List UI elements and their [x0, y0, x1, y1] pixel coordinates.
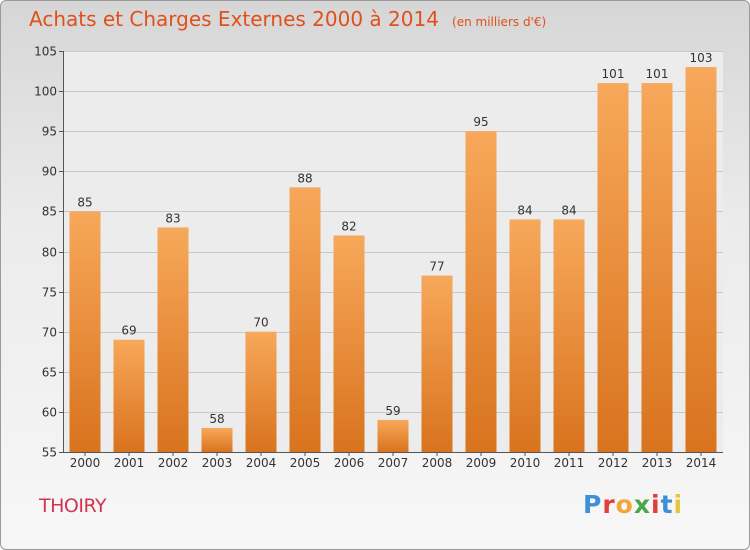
bar — [509, 219, 541, 452]
bar — [465, 131, 497, 452]
labels: 55 60 65 70 75 80 85 90 95 100 105 85 2000 69 2001 83 20… — [34, 45, 716, 471]
data-label: 59 — [385, 404, 400, 418]
logo-letter: r — [602, 490, 616, 519]
x-tick-label: 2006 — [334, 456, 365, 470]
bar — [289, 187, 321, 452]
y-tick-label: 90 — [42, 165, 57, 179]
data-label: 85 — [77, 195, 92, 209]
x-tick-label: 2013 — [642, 456, 673, 470]
chart-unit: (en milliers d'€) — [452, 15, 547, 29]
y-tick-label: 65 — [42, 366, 57, 380]
y-tick-label: 60 — [42, 406, 57, 420]
data-label: 70 — [253, 316, 268, 330]
bar — [553, 219, 585, 452]
x-tick-label: 2004 — [246, 456, 277, 470]
x-tick-label: 2000 — [70, 456, 101, 470]
logo-letter: t — [660, 490, 674, 519]
y-tick-label: 100 — [34, 85, 57, 99]
x-tick-label: 2012 — [598, 456, 629, 470]
x-tick-label: 2008 — [422, 456, 453, 470]
data-label: 69 — [121, 324, 136, 338]
data-label: 83 — [165, 211, 180, 225]
y-tick-label: 95 — [42, 125, 57, 139]
data-label: 101 — [602, 67, 625, 81]
data-label: 103 — [690, 51, 713, 65]
data-label: 95 — [473, 115, 488, 129]
data-label: 84 — [561, 203, 576, 217]
logo-letter: P — [583, 490, 603, 519]
bars — [69, 67, 717, 452]
bar — [113, 339, 145, 452]
data-label: 58 — [209, 412, 224, 426]
x-tick-label: 2001 — [114, 456, 145, 470]
x-tick-label: 2014 — [686, 456, 717, 470]
chart-title-text: Achats et Charges Externes 2000 à 2014 — [29, 7, 439, 31]
data-label: 84 — [517, 203, 532, 217]
chart-title: Achats et Charges Externes 2000 à 2014 (… — [29, 7, 546, 31]
y-tick-label: 75 — [42, 286, 57, 300]
place-name: THOIRY — [39, 495, 107, 517]
y-tick-label: 55 — [42, 446, 57, 460]
x-tick-label: 2003 — [202, 456, 233, 470]
y-tick-label: 80 — [42, 246, 57, 260]
data-label: 82 — [341, 219, 356, 233]
bar — [201, 427, 233, 452]
bar — [333, 235, 365, 452]
bar — [377, 419, 409, 452]
data-label: 101 — [646, 67, 669, 81]
y-tick-label: 85 — [42, 205, 57, 219]
y-tick-label: 105 — [34, 45, 57, 59]
bar — [641, 83, 673, 452]
logo-letter: i — [651, 490, 661, 519]
proxiti-logo: Proxiti — [583, 490, 683, 519]
bar — [421, 275, 453, 452]
bar — [69, 211, 101, 452]
y-tick-label: 70 — [42, 326, 57, 340]
bar — [245, 331, 277, 452]
data-label: 88 — [297, 171, 312, 185]
logo-letter: x — [633, 490, 651, 519]
logo-letter: o — [615, 490, 634, 519]
axes — [59, 51, 723, 456]
x-tick-label: 2009 — [466, 456, 497, 470]
bar — [597, 83, 629, 452]
bar — [685, 67, 717, 452]
logo-letter: i — [673, 490, 684, 519]
data-label: 77 — [429, 260, 444, 274]
bar — [157, 227, 189, 452]
x-tick-label: 2010 — [510, 456, 541, 470]
x-tick-label: 2007 — [378, 456, 409, 470]
x-tick-label: 2002 — [158, 456, 189, 470]
x-tick-label: 2005 — [290, 456, 321, 470]
x-tick-label: 2011 — [554, 456, 585, 470]
